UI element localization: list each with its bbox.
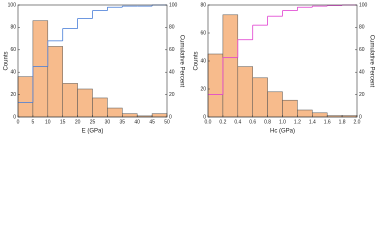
x-tick-label: 5 xyxy=(32,119,35,125)
x-tick-label: 2.0 xyxy=(354,119,361,125)
y-tick-label: 60 xyxy=(200,30,206,36)
y2-tick-label: 80 xyxy=(359,25,365,31)
x-tick-label: 25 xyxy=(90,119,96,125)
y-tick-label: 60 xyxy=(10,47,16,53)
x-tick-label: 0.4 xyxy=(234,119,241,125)
bar xyxy=(47,46,63,118)
bar xyxy=(32,20,49,118)
y-tick-label: 20 xyxy=(200,86,206,92)
y-tick-label: 80 xyxy=(200,2,206,8)
x-tick-label: 30 xyxy=(105,119,111,125)
y-tick-label: 100 xyxy=(8,2,17,8)
y-tick-label: 20 xyxy=(10,92,16,98)
y2-axis-label: Cumulative Percent xyxy=(178,35,184,88)
y-tick-label: 40 xyxy=(200,58,206,64)
y2-tick-label: 0 xyxy=(169,114,172,120)
x-tick-label: 15 xyxy=(60,119,66,125)
y2-axis-label: Cumulative Percent xyxy=(368,35,374,88)
x-axis-label: Hc (GPa) xyxy=(270,129,295,135)
y2-tick-label: 80 xyxy=(169,25,175,31)
y-axis-label: Counts xyxy=(194,51,200,70)
bar xyxy=(237,66,253,118)
x-tick-label: 1.6 xyxy=(324,119,331,125)
bar xyxy=(207,53,224,118)
y2-tick-label: 60 xyxy=(359,47,365,53)
x-tick-label: 10 xyxy=(45,119,51,125)
bar xyxy=(151,113,168,118)
bar xyxy=(107,107,123,118)
bar xyxy=(77,88,93,118)
bar xyxy=(92,97,108,118)
x-tick-label: 40 xyxy=(134,119,140,125)
y2-tick-label: 100 xyxy=(169,2,178,8)
x-axis-label: E (GPa) xyxy=(82,129,104,135)
y-axis-label: Counts xyxy=(4,51,10,70)
y-tick-label: 80 xyxy=(10,25,16,31)
bar xyxy=(62,83,78,118)
x-tick-label: 50 xyxy=(164,119,170,125)
y-tick-label: 0 xyxy=(13,114,16,120)
y2-tick-label: 100 xyxy=(359,2,368,8)
y2-tick-label: 60 xyxy=(169,47,175,53)
y2-tick-label: 0 xyxy=(359,114,362,120)
x-tick-label: 20 xyxy=(75,119,81,125)
x-tick-label: 0.8 xyxy=(264,119,271,125)
bar xyxy=(267,91,283,118)
y-tick-label: 0 xyxy=(203,114,206,120)
bar xyxy=(17,76,34,118)
x-tick-label: 0 xyxy=(17,119,20,125)
bar xyxy=(252,77,268,118)
figure: 0 5 10 15 20 25 30 35 40 45 5002040608010002040608… xyxy=(4,2,375,135)
bar xyxy=(297,109,313,118)
bar xyxy=(222,14,239,118)
y2-tick-label: 40 xyxy=(359,70,365,76)
y2-tick-label: 20 xyxy=(359,92,365,98)
x-tick-label: 0.0 xyxy=(205,119,212,125)
bar xyxy=(122,113,138,118)
y2-tick-label: 20 xyxy=(169,92,175,98)
x-tick-label: 0.6 xyxy=(249,119,256,125)
y2-tick-label: 40 xyxy=(169,70,175,76)
x-tick-label: 45 xyxy=(149,119,155,125)
y-tick-label: 40 xyxy=(10,70,16,76)
bar xyxy=(282,99,298,118)
bar xyxy=(312,112,328,118)
x-tick-label: 1.0 xyxy=(279,119,286,125)
x-tick-label: 0.2 xyxy=(219,119,226,125)
x-tick-label: 35 xyxy=(120,119,126,125)
x-tick-label: 1.8 xyxy=(339,119,346,125)
x-tick-label: 1.4 xyxy=(309,119,316,125)
x-tick-label: 1.2 xyxy=(294,119,301,125)
